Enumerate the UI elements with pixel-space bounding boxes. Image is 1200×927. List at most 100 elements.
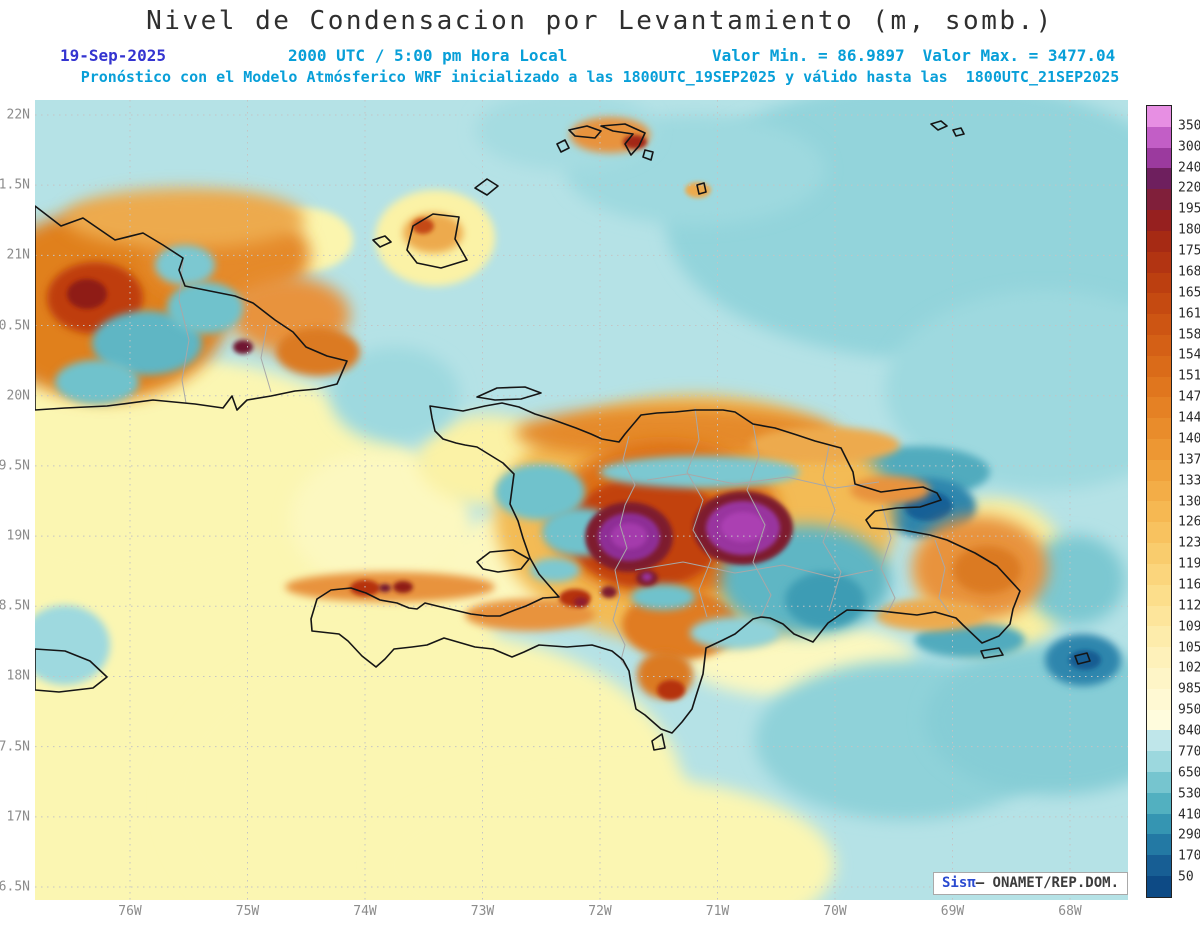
colorbar-cell xyxy=(1147,876,1171,897)
lon-tick-label: 70W xyxy=(823,904,847,919)
colorbar-tick-label: 650 xyxy=(1178,765,1200,781)
colorbar-cell xyxy=(1147,688,1171,710)
colorbar-cell xyxy=(1147,480,1171,502)
lat-tick-label: 16.5N xyxy=(0,879,30,895)
colorbar-tick-label: 1335 xyxy=(1178,473,1200,489)
lat-tick-label: 17.5N xyxy=(0,739,30,755)
colorbar-cell xyxy=(1147,397,1171,419)
lcl-field xyxy=(35,100,1128,900)
value-min: Valor Min. = 86.9897 xyxy=(712,46,905,65)
colorbar-cell xyxy=(1147,314,1171,335)
valid-time: 2000 UTC / 5:00 pm Hora Local xyxy=(288,46,568,65)
colorbar-tick-label: 1090 xyxy=(1178,619,1200,635)
islands-caicos xyxy=(556,123,654,161)
lon-tick-label: 71W xyxy=(705,904,730,919)
weather-map-canvas xyxy=(35,100,1128,900)
colorbar-tick-label: 1580 xyxy=(1178,327,1200,343)
island-grand-turk xyxy=(696,182,707,195)
lat-tick-label: 18.5N xyxy=(0,598,30,614)
colorbar-tick-label: 1650 xyxy=(1178,285,1200,301)
colorbar-tick-label: 50 xyxy=(1178,869,1194,885)
colorbar-tick-label: 170 xyxy=(1178,848,1200,864)
island-tortuga xyxy=(476,386,542,401)
colorbar-cell xyxy=(1147,667,1171,689)
cays-northeast xyxy=(930,120,965,137)
island-gonave xyxy=(476,549,530,573)
colorbar-cell xyxy=(1147,272,1171,294)
cays-north-of-cuba xyxy=(372,235,392,248)
colorbar-tick-label: 1475 xyxy=(1178,389,1200,405)
lon-tick-label: 73W xyxy=(470,904,495,919)
colorbar-tick-label: 1440 xyxy=(1178,410,1200,426)
island-little-inagua xyxy=(474,178,499,196)
colorbar-tick-label: 1685 xyxy=(1178,264,1200,280)
lon-tick-label: 69W xyxy=(940,904,965,919)
colorbar-tick-label: 1195 xyxy=(1178,556,1200,572)
island-beata xyxy=(651,733,666,751)
lat-tick-label: 21N xyxy=(6,247,30,263)
graticule xyxy=(35,100,1128,900)
colorbar-tick-label: 3500 xyxy=(1178,118,1200,134)
colorbar-cell xyxy=(1147,605,1171,627)
lat-tick-label: 18N xyxy=(6,668,30,684)
colorbar-tick-label: 1370 xyxy=(1178,452,1200,468)
colorbar-cell xyxy=(1147,459,1171,481)
lon-axis: 76W 75W 74W 73W 72W 71W 70W 69W 68W xyxy=(35,904,1128,924)
colorbar-cell xyxy=(1147,293,1171,315)
colorbar-tick-label: 2200 xyxy=(1178,180,1200,196)
colorbar-tick-label: 1510 xyxy=(1178,368,1200,384)
colorbar-cell xyxy=(1147,189,1171,211)
colorbar-cell xyxy=(1147,106,1171,127)
colorbar-cell xyxy=(1147,147,1171,169)
colorbar-tick-label: 3000 xyxy=(1178,139,1200,155)
lat-tick-label: 17N xyxy=(6,809,30,825)
colorbar-cell xyxy=(1147,834,1171,856)
colorbar-cell xyxy=(1147,439,1171,460)
colorbar-cell xyxy=(1147,584,1171,606)
colorbar-tick-label: 950 xyxy=(1178,702,1200,718)
colorbar-cell xyxy=(1147,522,1171,544)
colorbar-tick-label: 1265 xyxy=(1178,514,1200,530)
colorbar-tick-label: 2400 xyxy=(1178,160,1200,176)
colorbar-tick-label: 770 xyxy=(1178,744,1200,760)
coastline-hispaniola xyxy=(310,402,1021,734)
watermark-suffix: – ONAMET/REP.DOM. xyxy=(975,875,1119,891)
model-info-line: Pronóstico con el Modelo Atmósferico WRF… xyxy=(80,68,1120,86)
colorbar-tick-label: 1950 xyxy=(1178,201,1200,217)
colorbar-tick-label: 1405 xyxy=(1178,431,1200,447)
colorbar-cell xyxy=(1147,855,1171,877)
lat-tick-label: 19N xyxy=(6,528,30,544)
value-max: Valor Max. = 3477.04 xyxy=(922,46,1116,65)
colorbar-cell xyxy=(1147,792,1171,814)
colorbar-cell xyxy=(1147,251,1171,273)
colorbar-cell xyxy=(1147,168,1171,190)
island-jamaica-tip xyxy=(35,648,108,693)
coastline-cuba xyxy=(35,205,348,411)
map-plot-area xyxy=(35,100,1128,900)
colorbar-tick-label: 290 xyxy=(1178,827,1200,843)
colorbar-labels: 3500 3000 2400 2200 1950 1800 1750 1685 1650 1615… xyxy=(1178,105,1200,898)
colorbar-tick-label: 985 xyxy=(1178,681,1200,697)
lon-tick-label: 72W xyxy=(588,904,612,919)
colorbar-cell xyxy=(1147,501,1171,523)
island-saona xyxy=(980,647,1004,659)
colorbar-cell xyxy=(1147,772,1171,793)
colorbar-cell xyxy=(1147,563,1171,585)
lon-tick-label: 76W xyxy=(118,904,142,919)
lon-tick-label: 74W xyxy=(353,904,377,919)
watermark-brand: Sisπ xyxy=(941,875,976,891)
admin-boundaries xyxy=(178,259,951,672)
colorbar-cell xyxy=(1147,334,1171,356)
colorbar-cell xyxy=(1147,543,1171,564)
lon-tick-label: 75W xyxy=(235,904,260,919)
colorbar-tick-label: 840 xyxy=(1178,723,1200,739)
colorbar-tick-label: 1545 xyxy=(1178,347,1200,363)
colorbar-cells xyxy=(1146,105,1172,898)
colorbar-tick-label: 1125 xyxy=(1178,598,1200,614)
colorbar-tick-label: 1055 xyxy=(1178,640,1200,656)
watermark: Sisπ– ONAMET/REP.DOM. xyxy=(932,872,1128,895)
colorbar-cell xyxy=(1147,126,1171,148)
lat-tick-label: 19.5N xyxy=(0,458,30,474)
colorbar-cell xyxy=(1147,355,1171,377)
